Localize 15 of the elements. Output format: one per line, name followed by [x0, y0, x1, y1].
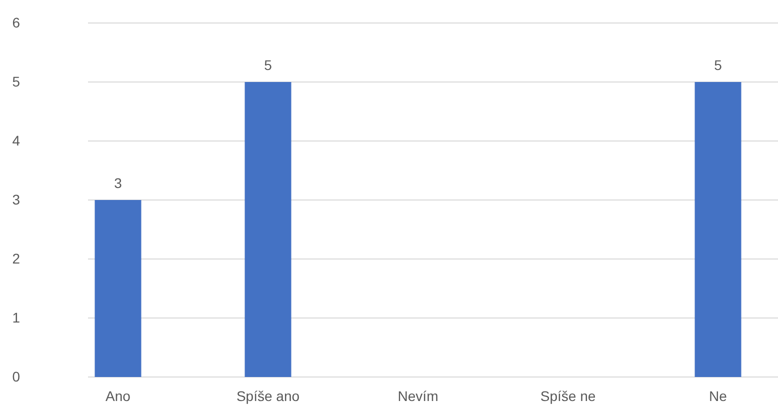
- x-tick-label: Ano: [106, 388, 131, 404]
- y-tick-label: 2: [12, 250, 20, 266]
- x-tick-label: Nevím: [398, 388, 438, 404]
- y-tick-label: 1: [12, 309, 20, 326]
- y-tick-label: 4: [12, 132, 20, 148]
- y-tick-label: 5: [12, 73, 20, 90]
- x-tick-label: Spíše ne: [540, 388, 596, 404]
- x-tick-label: Spíše ano: [236, 388, 300, 404]
- y-tick-label: 3: [12, 191, 20, 208]
- y-tick-label: 0: [12, 368, 20, 384]
- x-tick-label: Ne: [709, 388, 728, 404]
- data-label: 5: [264, 57, 272, 73]
- data-label: 5: [714, 57, 722, 73]
- data-label: 3: [114, 175, 122, 191]
- y-tick-label: 6: [12, 14, 20, 30]
